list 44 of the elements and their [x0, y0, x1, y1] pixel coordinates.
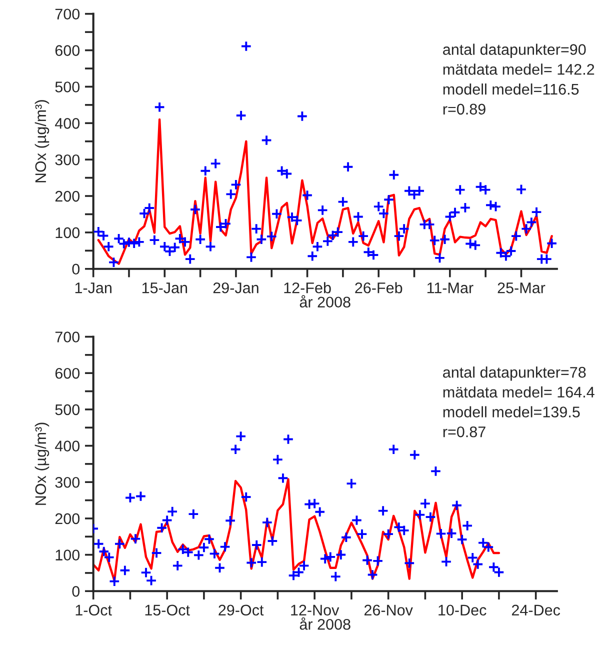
y-tick-label: 100 [56, 227, 80, 238]
annotation: modell medel=139.5 [443, 406, 580, 418]
annotation: r=0.89 [443, 104, 486, 115]
y-tick-label: 500 [55, 404, 80, 416]
y-tick-label: 400 [54, 118, 80, 129]
x-axis-title: år 2008 [300, 617, 350, 630]
x-tick-label: 12-Feb [284, 282, 331, 294]
y-tick-label: 0 [72, 586, 80, 597]
line-series [93, 478, 500, 582]
y-tick-label: 700 [55, 8, 80, 20]
x-tick-label: 26-Feb [355, 282, 402, 294]
annotation: antal datapunkter=78 [443, 366, 586, 381]
line-series [97, 118, 553, 265]
y-tick-label: 200 [55, 190, 80, 202]
x-tick-label: 26-Nov [364, 604, 413, 616]
x-tick-label: 12-Nov [291, 604, 340, 616]
y-axis-title: NOx (µg/m³) [34, 422, 50, 505]
y-tick-label: 100 [56, 550, 80, 560]
annotation: mätdata medel= 142.2 [443, 64, 594, 75]
y-tick-label: 300 [55, 154, 80, 166]
annotation: modell medel=116.5 [443, 83, 579, 95]
y-tick-label: 200 [55, 513, 80, 524]
y-axis-title: NOx (µg/m³) [34, 100, 50, 182]
annotation: antal datapunkter=90 [443, 44, 586, 58]
x-tick-label: 29-Oct [218, 604, 264, 616]
annotation: mätdata medel= 164.4 [443, 386, 594, 398]
y-tick-label: 400 [54, 440, 80, 452]
x-tick-label: 1-Jan [75, 282, 112, 294]
x-tick-label: 10-Dec [438, 604, 486, 616]
y-tick-label: 600 [55, 368, 80, 379]
x-tick-label: 29-Jan [213, 282, 258, 294]
y-tick-label: 300 [55, 476, 80, 488]
x-tick-label: 1-Oct [76, 604, 112, 616]
x-tick-label: 25-Mar [498, 282, 546, 294]
x-axis-title: år 2008 [300, 295, 350, 308]
x-tick-label: 15-Jan [142, 282, 188, 294]
x-tick-label: 15-Oct [145, 604, 190, 616]
y-tick-label: 700 [55, 332, 80, 342]
y-tick-label: 500 [55, 82, 80, 92]
y-tick-label: 0 [72, 264, 80, 275]
x-tick-label: 24-Dec [512, 604, 560, 616]
x-tick-label: 11-Mar [427, 282, 474, 294]
annotation: r=0.87 [443, 426, 486, 438]
y-tick-label: 600 [55, 45, 80, 56]
